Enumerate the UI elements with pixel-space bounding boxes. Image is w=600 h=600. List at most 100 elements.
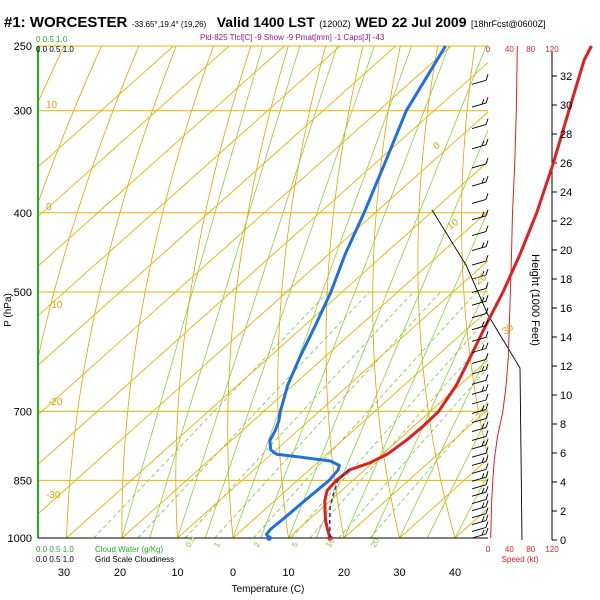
wind-barb xyxy=(471,138,489,150)
wind-barb-staff xyxy=(471,124,487,130)
wind-barb-flag xyxy=(485,157,489,165)
pressure-tick-label: 400 xyxy=(14,208,32,220)
dry-adiabat xyxy=(417,46,456,538)
wind-barb-flag xyxy=(485,138,489,145)
wind-barb-flag xyxy=(481,386,485,392)
speed-top-label: 80 xyxy=(526,45,535,54)
wind-barb-flag xyxy=(481,365,485,372)
height-tick-label: 32 xyxy=(560,71,572,83)
y-axis-label: P (hPa) xyxy=(3,293,14,327)
dry-adiabat-label: -20 xyxy=(48,397,63,408)
wind-barb-flag xyxy=(485,342,489,349)
wind-barb xyxy=(471,486,489,497)
wind-barb-staff xyxy=(471,526,487,532)
height-tick-label: 12 xyxy=(560,361,572,373)
wind-barb xyxy=(471,421,489,433)
wind-barb-flag xyxy=(485,307,489,314)
wind-barb-staff xyxy=(471,313,487,319)
wind-barb-staff xyxy=(471,274,487,280)
wind-barb xyxy=(471,193,489,204)
dry-adiabat xyxy=(585,32,600,539)
wind-barb-flag xyxy=(485,455,489,462)
wind-barb xyxy=(471,521,489,532)
wind-barb-flag xyxy=(485,225,489,232)
mixing-ratio-label: 0.5 xyxy=(184,534,198,549)
dry-adiabat xyxy=(545,32,600,539)
temp-tick-label: 20 xyxy=(338,567,350,579)
dry-adiabat-label: -10 xyxy=(48,300,63,311)
wind-barb-flag xyxy=(481,502,485,508)
stability-indices: Pld-825 Tlcl[C] -9 Show -9 Pmat[mm] -1 C… xyxy=(200,33,385,42)
temp-tick-label: 30 xyxy=(393,567,405,579)
mixing-ratio-line xyxy=(137,291,370,538)
height-axis-label: Height (1000 Feet) xyxy=(529,254,541,346)
wind-speed-profile xyxy=(490,45,518,539)
speed-top-label: 120 xyxy=(545,45,559,54)
station-title: #1: WORCESTER xyxy=(4,14,128,31)
wind-barb-staff xyxy=(471,476,487,482)
wind-barb-staff xyxy=(471,260,487,266)
height-tick-label: 8 xyxy=(560,419,566,431)
wind-barb-staff xyxy=(471,399,487,405)
isotherm xyxy=(511,46,600,538)
moist-adiabat-label: 10 xyxy=(445,217,461,233)
mixing-ratio-line xyxy=(309,336,488,538)
wind-barb-staff xyxy=(471,499,487,505)
dry-adiabat xyxy=(227,46,289,538)
wind-barb-flag xyxy=(485,175,489,183)
wind-barb xyxy=(471,319,489,331)
wind-barb-staff xyxy=(471,102,487,108)
isotherm xyxy=(343,408,488,538)
wind-barb-flag xyxy=(481,177,485,184)
temperature-profile xyxy=(323,45,593,539)
height-tick-label: 0 xyxy=(560,535,566,547)
wind-barb-staff xyxy=(471,468,487,474)
wind-barb-flag xyxy=(481,440,485,447)
wind-barb-flag xyxy=(481,211,485,217)
wind-barb-staff xyxy=(471,79,487,85)
wind-barb-staff xyxy=(471,506,487,512)
temp-tick-label: 10 xyxy=(171,567,183,579)
wind-barb xyxy=(471,478,489,490)
wind-barb xyxy=(471,471,489,482)
mixing-ratio-label: 1 xyxy=(212,540,222,549)
moist-adiabat xyxy=(204,46,375,538)
wind-barb xyxy=(471,374,489,385)
wind-barb xyxy=(471,209,489,221)
wind-barb xyxy=(471,254,489,266)
pressure-tick-label: 300 xyxy=(14,106,32,118)
moist-adiabat xyxy=(149,46,301,538)
moist-adiabat xyxy=(371,284,488,538)
chart-header: #1: WORCESTER -33.65°,19.4° (19,26) Vali… xyxy=(4,14,600,32)
wind-barb-staff xyxy=(471,533,487,539)
moist-adiabat-label: 0 xyxy=(431,140,442,152)
mixing-ratio-line xyxy=(93,291,329,538)
mixing-ratio-label: 5 xyxy=(290,540,300,549)
wind-barb-staff xyxy=(471,520,487,526)
isotherm xyxy=(38,46,285,267)
wind-barb-flag xyxy=(485,268,489,276)
moist-adiabat xyxy=(399,352,488,538)
wind-barb xyxy=(471,295,489,306)
x-axis-label: Temperature (C) xyxy=(232,584,305,595)
wind-barb-flag xyxy=(481,405,485,411)
height-tick-label: 18 xyxy=(560,274,572,286)
wind-barb-flag xyxy=(481,297,485,303)
wind-barb-staff xyxy=(471,231,487,237)
wind-barb-flag xyxy=(481,242,485,248)
temperature-profile-surface-point xyxy=(327,535,333,541)
wind-barb-staff xyxy=(471,389,487,395)
wind-barb xyxy=(471,331,489,342)
wind-barb-flag xyxy=(485,254,489,262)
wind-barb-flag xyxy=(485,493,489,500)
height-tick-label: 30 xyxy=(560,100,572,112)
height-tick-label: 20 xyxy=(560,245,572,257)
speed-panel-boundary xyxy=(431,209,523,541)
wind-barb xyxy=(471,393,489,405)
height-tick-label: 10 xyxy=(560,390,572,402)
height-tick-label: 16 xyxy=(560,303,572,315)
moist-adiabat xyxy=(343,210,488,538)
wind-barb-flag xyxy=(485,193,489,200)
wind-barb-staff xyxy=(471,491,487,497)
